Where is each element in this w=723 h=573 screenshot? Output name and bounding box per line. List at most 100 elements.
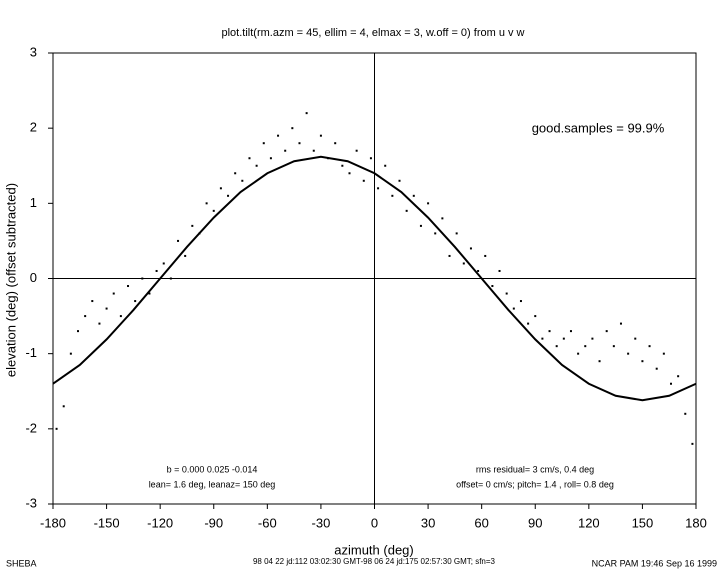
scatter-point bbox=[162, 262, 165, 265]
scatter-point bbox=[455, 232, 458, 235]
scatter-point bbox=[498, 269, 501, 272]
scatter-point bbox=[655, 367, 658, 370]
scatter-point bbox=[391, 194, 394, 197]
scatter-point bbox=[134, 300, 137, 303]
scatter-point bbox=[605, 330, 608, 333]
scatter-point bbox=[298, 142, 301, 145]
y-tick-label: -1 bbox=[25, 345, 37, 360]
scatter-point bbox=[119, 315, 122, 318]
scatter-point bbox=[477, 269, 480, 272]
y-tick-label: -2 bbox=[25, 420, 37, 435]
scatter-point bbox=[634, 337, 637, 340]
scatter-point bbox=[398, 179, 401, 182]
scatter-point bbox=[419, 224, 422, 227]
scatter-point bbox=[105, 307, 108, 310]
y-tick-label: 3 bbox=[30, 44, 37, 59]
scatter-point bbox=[584, 345, 587, 348]
scatter-point bbox=[491, 285, 494, 288]
x-tick-label: 180 bbox=[685, 515, 707, 530]
annotation: b = 0.000 0.025 -0.014 bbox=[167, 464, 258, 474]
scatter-point bbox=[219, 187, 222, 190]
scatter-point bbox=[512, 307, 515, 310]
x-tick-label: 90 bbox=[528, 515, 542, 530]
fit-curve bbox=[52, 155, 697, 402]
scatter-point bbox=[569, 330, 572, 333]
scatter-point bbox=[91, 300, 94, 303]
scatter-point bbox=[548, 330, 551, 333]
scatter-point bbox=[469, 247, 472, 250]
scatter-point bbox=[591, 337, 594, 340]
y-axis-label: elevation (deg) (offset subtracted) bbox=[3, 183, 18, 377]
x-tick-label: -150 bbox=[94, 515, 120, 530]
scatter-point bbox=[598, 360, 601, 363]
footer-right: NCAR PAM 19:46 Sep 16 1999 bbox=[592, 558, 717, 568]
y-tick-label: 1 bbox=[30, 195, 37, 210]
scatter-point bbox=[355, 149, 358, 152]
scatter-point bbox=[519, 300, 522, 303]
scatter-point bbox=[269, 157, 272, 160]
scatter-point bbox=[534, 315, 537, 318]
scatter-point bbox=[184, 254, 187, 257]
x-tick-label: -90 bbox=[204, 515, 223, 530]
scatter-point bbox=[127, 285, 130, 288]
x-tick-label: 60 bbox=[474, 515, 488, 530]
scatter-point bbox=[684, 412, 687, 415]
y-tick-label: 2 bbox=[30, 120, 37, 135]
y-tick-label: 0 bbox=[30, 270, 37, 285]
x-tick-label: -120 bbox=[147, 515, 173, 530]
scatter-point bbox=[141, 277, 144, 280]
scatter-point bbox=[619, 322, 622, 325]
scatter-point bbox=[84, 315, 87, 318]
scatter-point bbox=[555, 345, 558, 348]
scatter-point bbox=[369, 157, 372, 160]
chart-title: plot.tilt(rm.azm = 45, ellim = 4, elmax … bbox=[221, 27, 524, 39]
x-tick-label: 30 bbox=[421, 515, 435, 530]
scatter-point bbox=[484, 254, 487, 257]
scatter-point bbox=[362, 179, 365, 182]
scatter-point bbox=[255, 164, 258, 167]
scatter-point bbox=[177, 239, 180, 242]
scatter-point bbox=[55, 427, 58, 430]
scatter-point bbox=[191, 224, 194, 227]
scatter-point bbox=[69, 352, 72, 355]
scatter-point bbox=[377, 187, 380, 190]
scatter-point bbox=[284, 149, 287, 152]
scatter-point bbox=[462, 262, 465, 265]
scatter-point bbox=[312, 149, 315, 152]
scatter-point bbox=[427, 202, 430, 205]
scatter-point bbox=[98, 322, 101, 325]
scatter-point bbox=[434, 232, 437, 235]
scatter-point bbox=[341, 164, 344, 167]
annotation: rms residual= 3 cm/s, 0.4 deg bbox=[476, 464, 594, 474]
scatter-point bbox=[577, 352, 580, 355]
scatter-point bbox=[669, 382, 672, 385]
scatter-point bbox=[541, 337, 544, 340]
scatter-point bbox=[648, 345, 651, 348]
scatter-point bbox=[277, 134, 280, 137]
scatter-point bbox=[448, 254, 451, 257]
x-tick-label: -180 bbox=[40, 515, 66, 530]
scatter-point bbox=[505, 292, 508, 295]
scatter-point bbox=[227, 194, 230, 197]
scatter-point bbox=[662, 352, 665, 355]
footer-left: SHEBA bbox=[6, 558, 37, 568]
scatter-point bbox=[148, 292, 151, 295]
scatter-point bbox=[241, 179, 244, 182]
scatter-point bbox=[319, 134, 322, 137]
x-tick-label: -30 bbox=[312, 515, 331, 530]
scatter-point bbox=[641, 360, 644, 363]
annotation: good.samples = 99.9% bbox=[532, 120, 665, 135]
scatter-point bbox=[677, 375, 680, 378]
scatter-point bbox=[348, 172, 351, 175]
annotation: offset= 0 cm/s; pitch= 1.4 , roll= 0.8 d… bbox=[456, 479, 614, 489]
scatter-point bbox=[334, 142, 337, 145]
scatter-point bbox=[291, 127, 294, 130]
x-axis-label: azimuth (deg) bbox=[334, 542, 413, 557]
scatter-point bbox=[405, 209, 408, 212]
scatter-point bbox=[155, 269, 158, 272]
scatter-point bbox=[305, 112, 308, 115]
scatter-point bbox=[205, 202, 208, 205]
scatter-point bbox=[384, 164, 387, 167]
